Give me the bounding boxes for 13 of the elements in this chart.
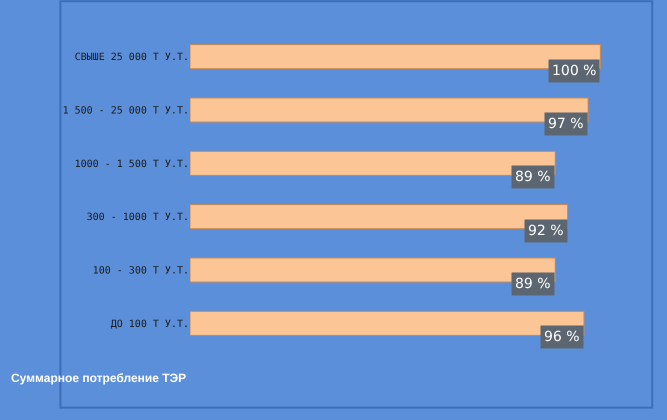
y-tick-label: СВЫШЕ 25 000 Т У.Т. bbox=[74, 52, 189, 64]
data-label: 100 % bbox=[552, 63, 596, 79]
y-tick-label: ДО 100 Т У.Т. bbox=[110, 318, 189, 330]
text: Суммарное потребление ТЭР bbox=[11, 371, 186, 385]
y-tick-label: 300 - 1000 Т У.Т. bbox=[86, 212, 189, 224]
data-label: 89 % bbox=[515, 276, 551, 292]
y-tick-label: 1 500 - 25 000 Т У.Т. bbox=[62, 106, 189, 116]
data-label: 97 % bbox=[548, 116, 584, 132]
data-label: 92 % bbox=[528, 223, 564, 239]
data-label: 96 % bbox=[544, 329, 580, 345]
data-label: 89 % bbox=[515, 169, 551, 185]
y-tick-label: 100 - 300 Т У.Т. bbox=[92, 266, 189, 276]
y-tick-label: 1000 - 1 500 Т У.Т. bbox=[74, 158, 189, 170]
